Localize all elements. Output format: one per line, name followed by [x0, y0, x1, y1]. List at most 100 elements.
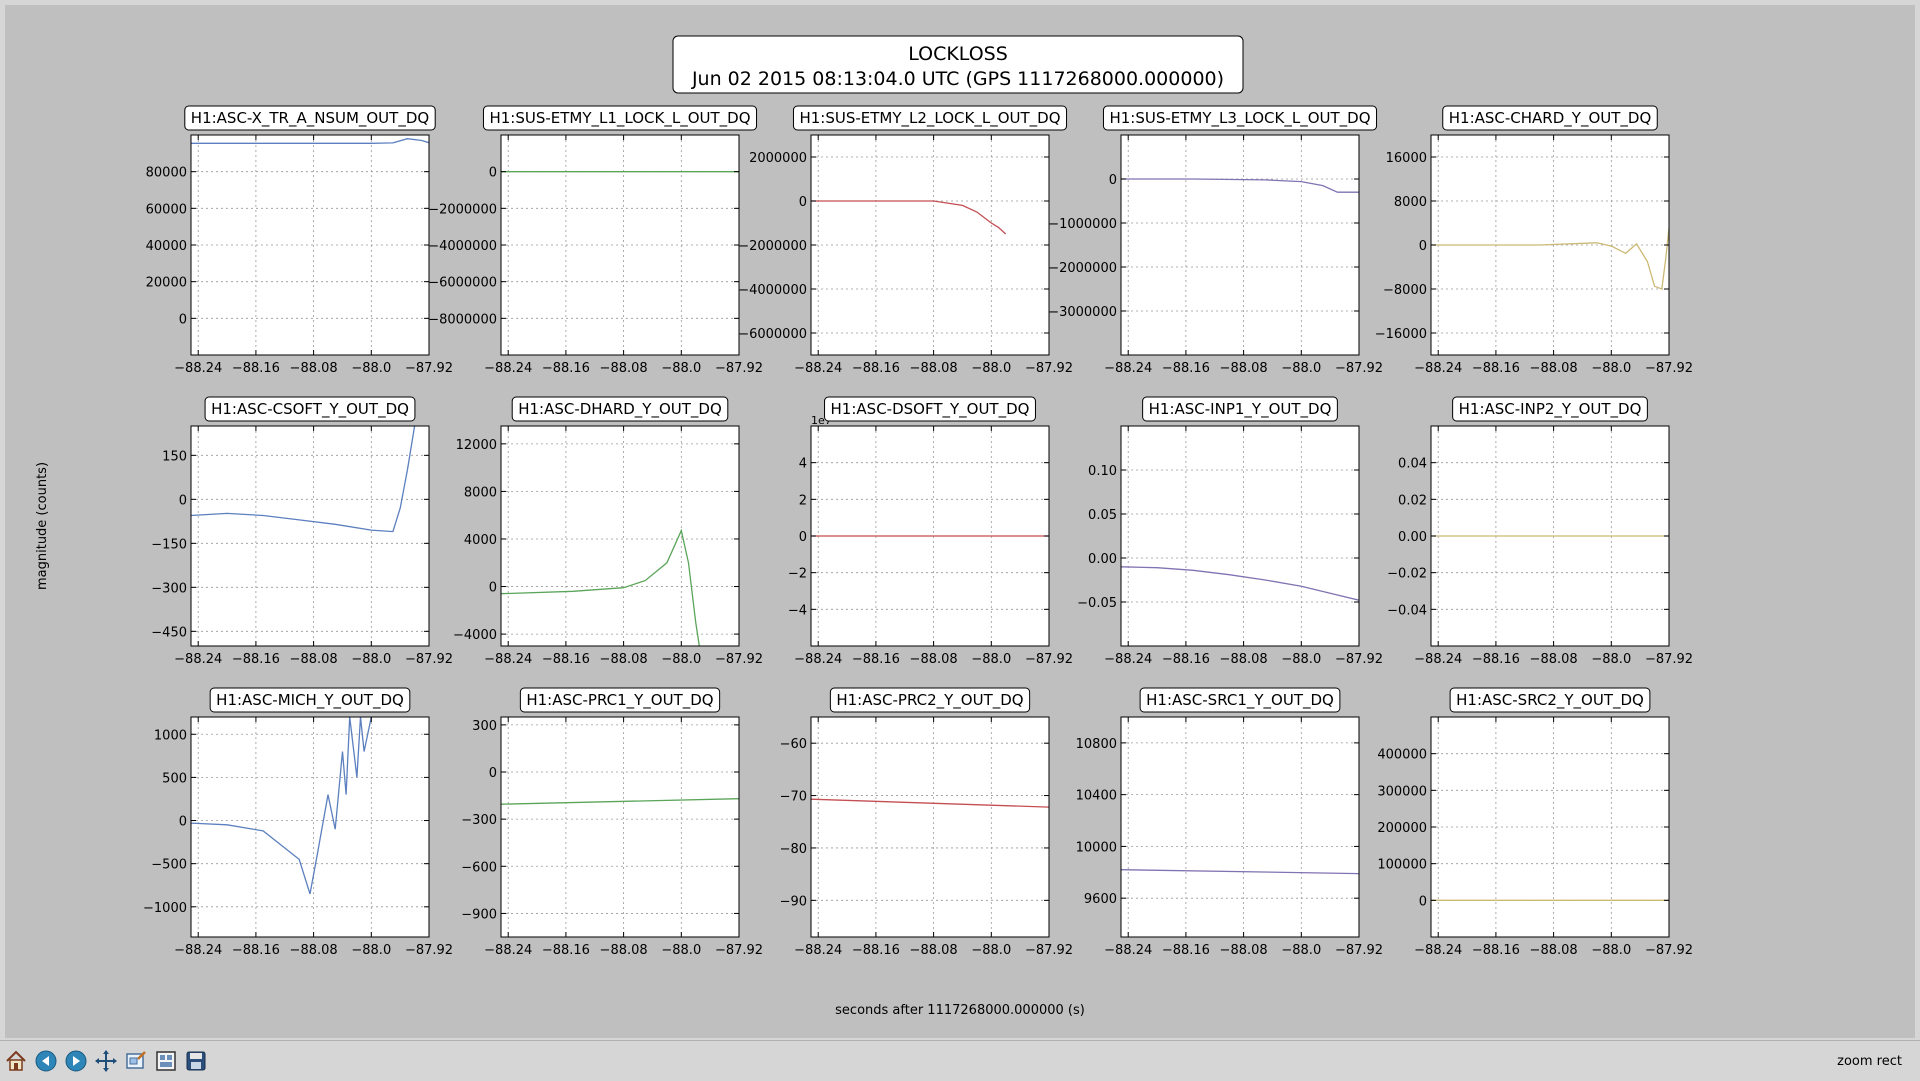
y-tick-label: −6000000 — [428, 276, 497, 291]
plot-area — [191, 135, 429, 355]
y-axis-label: magnitude (counts) — [35, 462, 50, 590]
y-tick-label: 400000 — [1377, 748, 1427, 763]
x-tick-label: −87.92 — [1335, 652, 1383, 667]
x-tick-label: −88.08 — [600, 652, 648, 667]
x-tick-label: −88.16 — [1162, 943, 1210, 958]
subplot-title: H1:ASC-CSOFT_Y_OUT_DQ — [211, 400, 409, 419]
y-tick-label: 0 — [489, 166, 497, 181]
series-line — [501, 528, 700, 646]
y-tick-label: 10400 — [1076, 789, 1117, 804]
y-tick-label: 9600 — [1084, 892, 1117, 907]
home-button[interactable] — [3, 1048, 29, 1074]
x-tick-label: −88.16 — [852, 943, 900, 958]
y-tick-label: 0 — [489, 581, 497, 596]
save-button[interactable] — [183, 1048, 209, 1074]
y-tick-label: 0 — [489, 766, 497, 781]
x-tick-label: −88.16 — [232, 943, 280, 958]
subplot-title: H1:ASC-DSOFT_Y_OUT_DQ — [831, 400, 1030, 419]
x-tick-label: −87.92 — [1645, 943, 1693, 958]
back-button[interactable] — [33, 1048, 59, 1074]
forward-button[interactable] — [63, 1048, 89, 1074]
x-tick-label: −88.16 — [1472, 652, 1520, 667]
y-tick-label: 200000 — [1377, 821, 1427, 836]
y-tick-label: 0.00 — [1088, 552, 1117, 567]
subplot-5: −88.24 −88.16 −88.08 −88.0 −87.92 16000 8000 0 −… — [1375, 105, 1693, 376]
subplot-title-box: H1:ASC-INP1_Y_OUT_DQ — [1142, 396, 1338, 422]
y-tick-label: 2 — [799, 493, 807, 508]
subplot-title-box: H1:ASC-DSOFT_Y_OUT_DQ — [824, 396, 1036, 422]
x-tick-label: −88.08 — [290, 652, 338, 667]
y-tick-label: 12000 — [456, 438, 497, 453]
axes-frame — [810, 716, 1050, 938]
x-tick-label: −88.08 — [1530, 361, 1578, 376]
x-tick-label: −87.92 — [405, 652, 453, 667]
x-tick-label: −87.92 — [1335, 943, 1383, 958]
subplot-title: H1:ASC-PRC1_Y_OUT_DQ — [526, 691, 713, 710]
y-tick-label: 300000 — [1377, 784, 1427, 799]
x-tick-label: −88.24 — [794, 652, 842, 667]
plot-area — [1121, 717, 1359, 937]
subplot-title: H1:ASC-CHARD_Y_OUT_DQ — [1449, 109, 1652, 128]
y-tick-label: 60000 — [146, 202, 187, 217]
x-tick-label: −88.0 — [1591, 361, 1631, 376]
x-tick-label: −88.0 — [661, 361, 701, 376]
x-tick-label: −88.08 — [1220, 361, 1268, 376]
subplot-3: −88.24 −88.16 −88.08 −88.0 −87.92 2000000 0 −20… — [738, 105, 1073, 376]
series-line — [191, 426, 416, 533]
y-tick-label: 300 — [472, 719, 497, 734]
y-tick-label: 8000 — [464, 485, 497, 500]
y-tick-label: 0.05 — [1088, 508, 1117, 523]
subplot-1: −88.24 −88.16 −88.08 −88.0 −87.92 0 20000 40000… — [146, 105, 453, 376]
axes-frame — [1120, 716, 1360, 938]
y-tick-label: −8000 — [1383, 283, 1427, 298]
x-tick-label: −87.92 — [405, 361, 453, 376]
subplot-title: H1:ASC-INP2_Y_OUT_DQ — [1459, 400, 1642, 419]
x-tick-label: −88.24 — [1104, 361, 1152, 376]
subplot-title-box: H1:SUS-ETMY_L1_LOCK_L_OUT_DQ — [482, 105, 758, 131]
y-tick-label: 0 — [1419, 894, 1427, 909]
subplot-title-box: H1:ASC-MICH_Y_OUT_DQ — [209, 687, 411, 713]
subplot-title-box: H1:ASC-INP2_Y_OUT_DQ — [1452, 396, 1648, 422]
x-tick-label: −88.08 — [290, 361, 338, 376]
axes-frame — [190, 425, 430, 647]
x-tick-label: −88.24 — [1414, 361, 1462, 376]
x-tick-label: −88.16 — [1162, 361, 1210, 376]
x-tick-label: −88.24 — [1104, 652, 1152, 667]
y-tick-label: 10000 — [1076, 840, 1117, 855]
y-tick-label: 1000 — [154, 728, 187, 743]
subplot-title: H1:SUS-ETMY_L1_LOCK_L_OUT_DQ — [489, 109, 750, 128]
y-tick-label: 0.00 — [1398, 530, 1427, 545]
x-axis-label: seconds after 1117268000.000000 (s) — [835, 1003, 1085, 1018]
subplot-10: −88.24 −88.16 −88.08 −88.0 −87.92 0.04 0.02 0.0… — [1387, 396, 1693, 667]
subplot-title-box: H1:ASC-CHARD_Y_OUT_DQ — [1442, 105, 1658, 131]
figure-canvas[interactable]: LOCKLOSS Jun 02 2015 08:13:04.0 UTC (GPS… — [5, 5, 1915, 1038]
subplot-title-box: H1:SUS-ETMY_L2_LOCK_L_OUT_DQ — [792, 105, 1068, 131]
x-tick-label: −88.0 — [971, 652, 1011, 667]
x-tick-label: −88.08 — [600, 361, 648, 376]
zoom-button[interactable] — [123, 1048, 149, 1074]
subplot-13: −88.24 −88.16 −88.08 −88.0 −87.92 −60 −70 −80 −9… — [780, 687, 1073, 958]
subplot-2: −88.24 −88.16 −88.08 −88.0 −87.92 0 −2000000 −4… — [428, 105, 763, 376]
subplot-title: H1:ASC-MICH_Y_OUT_DQ — [216, 691, 404, 710]
series-line — [811, 200, 1007, 235]
pan-button[interactable] — [93, 1048, 119, 1074]
move-icon — [95, 1050, 117, 1072]
x-tick-label: −88.08 — [1220, 652, 1268, 667]
toolbar: zoom rect — [0, 1040, 1920, 1081]
x-tick-label: −88.16 — [1162, 652, 1210, 667]
y-tick-label: 0 — [179, 815, 187, 830]
x-tick-label: −88.0 — [1591, 943, 1631, 958]
figure-title-box: LOCKLOSS Jun 02 2015 08:13:04.0 UTC (GPS… — [672, 35, 1244, 94]
x-tick-label: −87.92 — [1645, 361, 1693, 376]
x-tick-label: −88.24 — [174, 361, 222, 376]
y-tick-label: −0.05 — [1077, 596, 1117, 611]
x-tick-label: −88.08 — [600, 943, 648, 958]
x-tick-label: −88.16 — [1472, 361, 1520, 376]
x-tick-label: −87.92 — [405, 943, 453, 958]
x-tick-label: −88.24 — [484, 361, 532, 376]
plot-area — [811, 135, 1049, 355]
subplots-button[interactable] — [153, 1048, 179, 1074]
save-icon — [186, 1051, 206, 1071]
x-tick-label: −88.24 — [794, 361, 842, 376]
x-tick-label: −87.92 — [715, 943, 763, 958]
